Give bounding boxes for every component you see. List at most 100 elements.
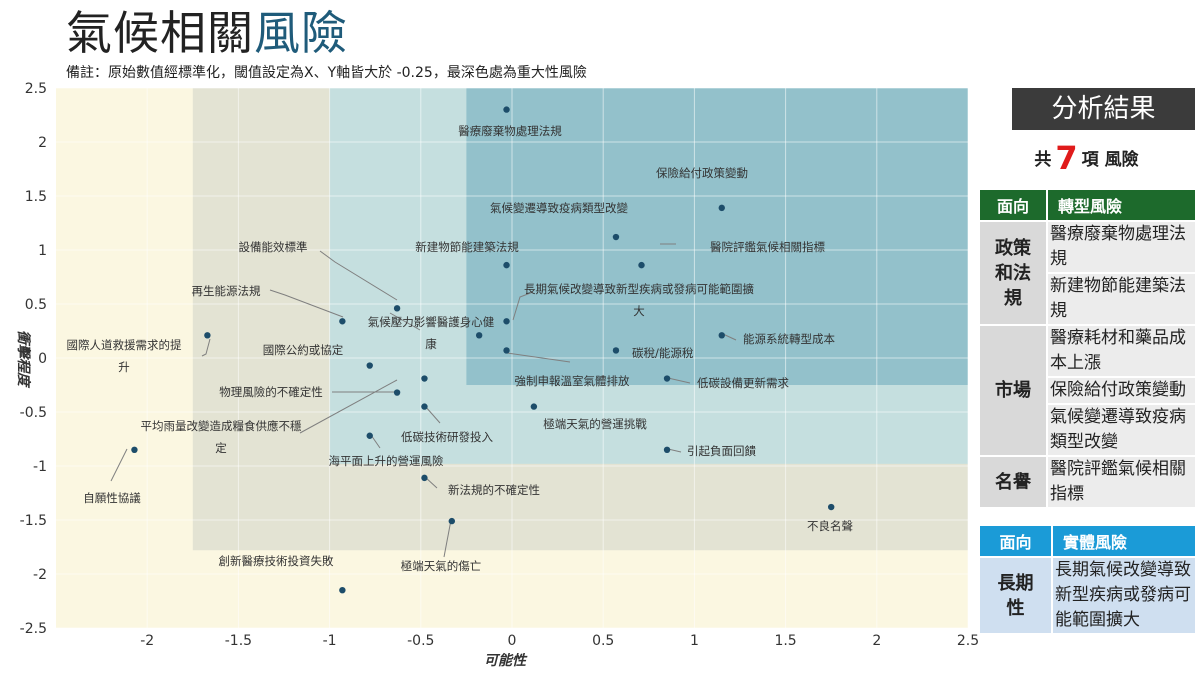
point-label: 國際人道救援需求的提: [67, 338, 182, 352]
point-label: 物理風險的不確定性: [219, 385, 323, 399]
table-row: 氣候變遷導致疫病類型改變: [979, 403, 1195, 457]
point-label: 海平面上升的營運風險: [329, 454, 444, 468]
category-policy: 政策和法規: [978, 220, 1048, 326]
point-label: 升: [118, 360, 130, 374]
y-tick-label: -1: [33, 459, 47, 475]
data-point: [503, 318, 510, 325]
data-point: [421, 403, 428, 410]
transition-risk-table: 面向 轉型風險 政策和法規 醫療廢棄物處理法規 新建物節能建築法規 市場 醫療耗…: [978, 188, 1195, 509]
data-point: [339, 318, 346, 325]
risk-item: 保險給付政策變動: [1046, 376, 1195, 405]
y-tick-label: 0.5: [25, 297, 47, 313]
y-tick-label: -0.5: [20, 405, 47, 421]
point-label: 醫院評鑑氣候相關指標: [710, 240, 825, 254]
risk-item: 醫療耗材和藥品成本上漲: [1046, 324, 1195, 378]
point-label: 新法規的不確定性: [448, 483, 540, 497]
table-row: 保險給付政策變動: [979, 376, 1195, 405]
aspect-header: 面向: [978, 524, 1053, 558]
point-label: 極端天氣的傷亡: [401, 559, 482, 573]
data-point: [366, 362, 373, 369]
point-label: 強制申報溫室氣體排放: [515, 374, 630, 388]
y-tick-label: 0: [38, 351, 47, 367]
physical-risk-table: 面向 實體風險 長期性 長期氣候改變導致新型疾病或發病可能範圍擴大: [978, 524, 1195, 635]
table-row: 市場 醫療耗材和藥品成本上漲: [978, 324, 1195, 457]
point-label: 低碳技術研發投入: [401, 430, 493, 444]
data-point: [475, 332, 483, 339]
aspect-header: 面向: [978, 188, 1048, 222]
point-label: 引起負面回饋: [687, 444, 756, 458]
point-label: 醫療廢棄物處理法規: [458, 124, 562, 138]
table-header: 面向 轉型風險: [978, 188, 1195, 222]
leader-line: [319, 250, 398, 301]
leader-line: [424, 405, 441, 424]
category-reputation: 名譽: [978, 455, 1048, 509]
data-point: [503, 106, 510, 113]
x-tick-label: 0.5: [592, 633, 614, 649]
title-part-1: 氣候相關: [66, 6, 254, 60]
table-row: 政策和法規 醫療廢棄物處理法規: [978, 220, 1195, 326]
count-suffix: 項 風險: [1081, 150, 1139, 170]
data-point: [339, 587, 346, 594]
physical-risk-header: 實體風險: [1051, 524, 1195, 558]
leader-line: [299, 379, 398, 434]
data-point: [366, 432, 373, 439]
data-point: [393, 305, 401, 312]
y-tick-label: 2.5: [25, 81, 47, 97]
data-point: [204, 332, 211, 339]
point-label: 定: [215, 441, 227, 455]
point-label: 設備能效標準: [239, 240, 308, 254]
leader-lines: [110, 243, 737, 558]
analysis-result-title: 分析結果: [1012, 88, 1195, 130]
leader-line: [667, 377, 691, 384]
leader-line: [722, 333, 737, 341]
point-label: 保險給付政策變動: [656, 166, 748, 180]
x-tick-label: -2: [140, 633, 154, 649]
x-tick-label: 1.5: [774, 633, 796, 649]
point-label: 創新醫療技術投資失敗: [219, 554, 334, 568]
risk-matrix-chart: 醫療廢棄物處理法規保險給付政策變動氣候變遷導致疫病類型改變醫院評鑑氣候相關指標新…: [15, 81, 978, 669]
point-label: 康: [425, 337, 437, 351]
data-point: [421, 474, 428, 482]
x-tick-label: 2.5: [957, 633, 978, 649]
x-tick-label: 1: [690, 633, 699, 649]
point-label: 再生能源法規: [192, 284, 261, 298]
data-point: [718, 204, 725, 212]
x-tick-label: -1.5: [225, 633, 252, 649]
grid-lines: [56, 87, 969, 629]
y-tick-label: 2: [38, 135, 47, 151]
page-title: 氣候相關風險: [66, 4, 348, 62]
count-prefix: 共: [1034, 150, 1052, 170]
point-label: 氣候壓力影響醫護身心健: [368, 315, 495, 329]
point-label: 碳稅/能源稅: [632, 346, 694, 360]
point-label: 新建物節能建築法規: [415, 240, 519, 254]
data-point: [448, 517, 456, 525]
x-tick-label: -1: [323, 633, 337, 649]
leader-line: [389, 312, 421, 331]
y-tick-label: -2.5: [20, 621, 47, 637]
count-value: 7: [1055, 139, 1078, 177]
point-label: 平均雨量改變造成糧食供應不穩: [141, 419, 302, 433]
zone-dark: [466, 88, 968, 385]
point-label: 能源系統轉型成本: [743, 332, 835, 346]
point-labels: 醫療廢棄物處理法規保險給付政策變動氣候變遷導致疫病類型改變醫院評鑑氣候相關指標新…: [67, 124, 854, 573]
data-point: [663, 375, 671, 382]
point-label: 氣候變遷導致疫病類型改變: [490, 201, 628, 215]
risk-item: 醫療廢棄物處理法規: [1046, 220, 1195, 274]
risk-item: 醫院評鑑氣候相關指標: [1046, 455, 1195, 509]
data-point: [530, 403, 538, 410]
y-tick-label: 1: [38, 243, 47, 259]
risk-item: 新建物節能建築法規: [1046, 272, 1195, 326]
data-point: [638, 261, 645, 269]
point-label: 自願性協議: [83, 491, 141, 505]
table-row: 名譽 醫院評鑑氣候相關指標: [978, 455, 1195, 509]
table-row: 長期性 長期氣候改變導致新型疾病或發病可能範圍擴大: [978, 556, 1195, 635]
risk-item: 長期氣候改變導致新型疾病或發病可能範圍擴大: [1051, 556, 1195, 635]
point-label: 極端天氣的營運挑戰: [543, 417, 647, 431]
x-tick-label: -0.5: [407, 633, 434, 649]
data-point: [612, 233, 620, 241]
leader-line: [269, 289, 344, 318]
threshold-note: 備註：原始數值經標準化，閾值設定為X、Y軸皆大於 -0.25，最深色處為重大性風…: [66, 65, 587, 81]
y-tick-label: -2: [33, 567, 47, 583]
leader-line: [512, 291, 534, 321]
